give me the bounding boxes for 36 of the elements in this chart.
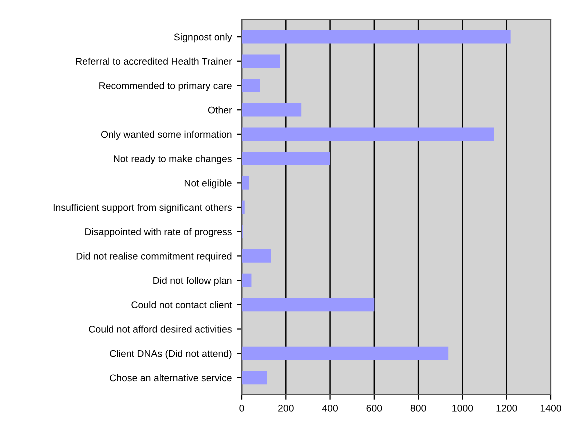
x-tick-label: 1400 xyxy=(540,404,562,412)
y-tick-label: Other xyxy=(208,106,232,114)
x-tick-label: 200 xyxy=(278,404,294,412)
y-tick-label: Chose an alternative service xyxy=(110,374,232,382)
bar xyxy=(242,103,302,117)
bar xyxy=(242,79,260,92)
y-tick-label: Could not afford desired activities xyxy=(89,326,232,333)
bar xyxy=(242,30,511,44)
bar xyxy=(242,346,449,360)
y-tick-label: Client DNAs (Did not attend) xyxy=(110,350,232,360)
y-tick-label: Could not contact client xyxy=(132,301,232,309)
x-tick-label: 1200 xyxy=(496,404,518,412)
y-tick-label: Recommended to primary care xyxy=(100,82,232,92)
x-tick-label: 1000 xyxy=(452,404,474,412)
y-tick-label: Not ready to make changes xyxy=(114,155,232,164)
bar xyxy=(242,54,280,68)
x-tick-label: 800 xyxy=(410,404,426,412)
x-tick-label: 600 xyxy=(366,404,382,412)
bar xyxy=(242,128,494,142)
bar xyxy=(242,298,375,312)
y-tick-label: Did not realise commitment required xyxy=(76,252,232,262)
bar xyxy=(242,371,268,385)
y-tick-label: Referral to accredited Health Trainer xyxy=(76,58,232,66)
y-tick-label: Disappointed with rate of progress xyxy=(86,228,232,238)
bar xyxy=(242,176,250,190)
bar xyxy=(242,152,330,166)
bar xyxy=(242,250,272,263)
y-tick-label: Not eligible xyxy=(184,180,232,189)
y-tick-label: Did not follow plan xyxy=(154,277,232,286)
y-tick-label: Insufficient support from significant others xyxy=(54,204,232,214)
x-tick-label: 0 xyxy=(240,404,244,412)
x-tick-label: 400 xyxy=(322,404,338,412)
bar xyxy=(242,200,245,214)
bar xyxy=(242,274,252,288)
y-tick-label: Signpost only xyxy=(174,34,232,43)
y-tick-label: Only wanted some information xyxy=(101,130,232,140)
